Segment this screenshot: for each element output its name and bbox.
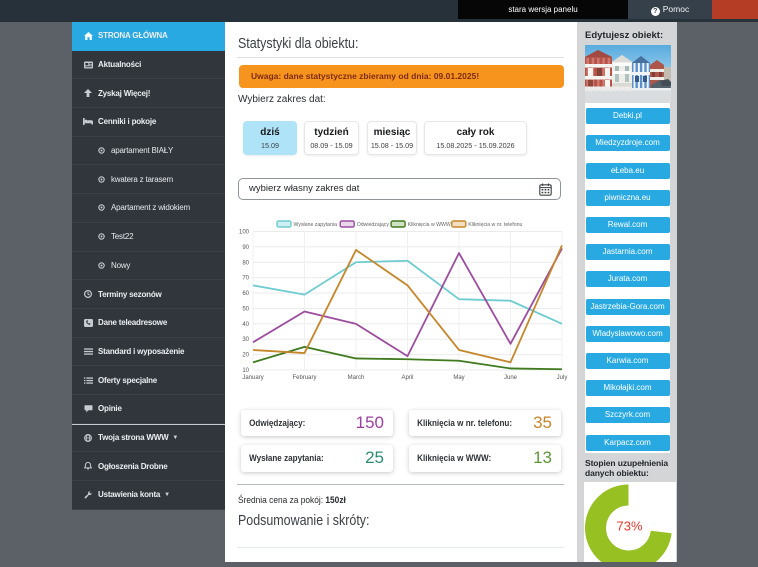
svg-text:30: 30 <box>242 337 249 343</box>
svg-text:May: May <box>453 375 464 381</box>
svg-text:50: 50 <box>242 306 249 312</box>
svg-text:Wysłane zapytania: Wysłane zapytania <box>294 222 338 228</box>
svg-text:90: 90 <box>242 245 249 251</box>
svg-text:January: January <box>242 375 263 381</box>
svg-text:Kliknięcia w WWW: Kliknięcia w WWW <box>408 222 451 228</box>
svg-text:40: 40 <box>242 322 249 328</box>
svg-text:73%: 73% <box>616 518 642 533</box>
svg-text:June: June <box>504 375 518 381</box>
svg-text:July: July <box>557 375 568 381</box>
svg-text:100: 100 <box>239 230 250 236</box>
svg-text:80: 80 <box>242 260 249 266</box>
svg-text:60: 60 <box>242 291 249 297</box>
svg-text:70: 70 <box>242 276 249 282</box>
svg-text:10: 10 <box>242 368 249 374</box>
svg-text:March: March <box>348 375 365 381</box>
svg-text:Odwiedzający: Odwiedzający <box>357 222 390 228</box>
svg-text:20: 20 <box>242 353 249 359</box>
svg-text:February: February <box>292 375 316 381</box>
svg-text:April: April <box>401 375 413 381</box>
svg-text:Kliknięcia w nr. telefonu: Kliknięcia w nr. telefonu <box>468 222 522 228</box>
